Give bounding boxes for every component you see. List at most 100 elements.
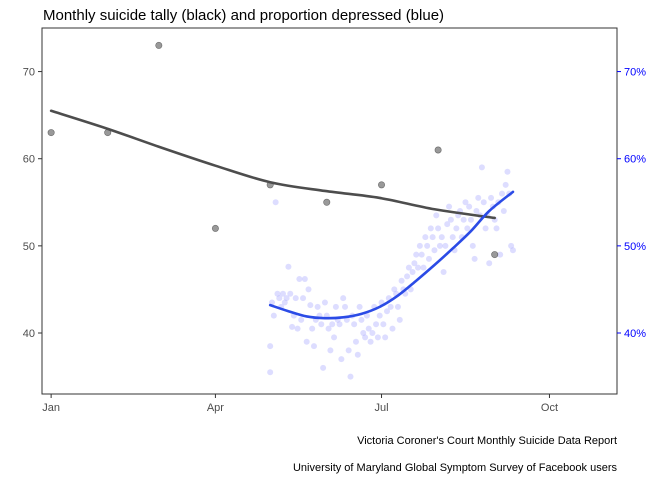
depressed-point: [352, 338, 359, 345]
depressed-point: [307, 302, 314, 309]
depressed-point: [292, 295, 299, 302]
depressed-point: [416, 242, 423, 249]
depressed-point: [354, 351, 361, 358]
depressed-point: [442, 242, 449, 249]
depressed-point: [398, 277, 405, 284]
suicide-point: [155, 41, 163, 49]
depressed-point: [422, 234, 429, 241]
depressed-point: [343, 316, 350, 323]
depressed-point: [301, 275, 308, 282]
depressed-point: [508, 242, 515, 249]
depressed-point: [409, 269, 416, 275]
depressed-trend-line: [268, 190, 515, 320]
depressed-point: [270, 312, 277, 319]
depressed-point: [504, 168, 511, 175]
caption-survey: University of Maryland Global Symptom Su…: [293, 462, 618, 474]
y-left-tick-label: 70: [23, 67, 35, 79]
depressed-point: [360, 330, 367, 336]
depressed-point: [387, 303, 394, 310]
depressed-point: [345, 347, 352, 354]
smooth-lines: [49, 109, 515, 320]
depressed-point: [327, 347, 334, 354]
depressed-points: [267, 164, 516, 380]
depressed-point: [384, 308, 390, 315]
depressed-point: [298, 316, 305, 323]
depressed-point: [473, 208, 480, 214]
x-tick-label: Jul: [374, 402, 388, 414]
depressed-point: [449, 234, 456, 241]
depressed-point: [480, 199, 487, 206]
depressed-point: [413, 251, 420, 258]
depressed-point: [502, 181, 509, 188]
depressed-point: [436, 242, 443, 249]
depressed-point: [431, 247, 438, 254]
depressed-point: [411, 260, 418, 267]
y-axis-left: 40 50 60 70: [23, 67, 42, 340]
suicide-trend-line: [49, 109, 496, 220]
suicide-point: [378, 181, 386, 189]
depressed-point: [362, 334, 369, 341]
depressed-point: [478, 164, 485, 171]
depressed-point: [300, 295, 307, 302]
depressed-point: [281, 299, 288, 306]
depressed-point: [363, 312, 370, 319]
depressed-point: [462, 199, 469, 206]
depressed-point: [482, 225, 489, 232]
depressed-point: [425, 255, 432, 262]
depressed-point: [497, 251, 504, 258]
depressed-point: [440, 269, 447, 275]
depressed-point: [435, 225, 442, 232]
depressed-point: [274, 290, 281, 297]
depressed-point: [318, 321, 325, 328]
depressed-point: [329, 321, 336, 328]
depressed-point: [287, 290, 294, 297]
depressed-point: [460, 216, 467, 223]
suicide-points: [47, 41, 499, 259]
depressed-point: [373, 321, 380, 328]
depressed-point: [347, 373, 354, 380]
depressed-point: [296, 275, 303, 282]
depressed-point: [396, 316, 403, 323]
suicide-point: [434, 146, 442, 154]
depressed-point: [427, 225, 434, 232]
depressed-point: [310, 343, 317, 350]
depressed-point: [332, 303, 339, 310]
y-left-tick-label: 60: [23, 154, 35, 166]
depressed-point: [453, 225, 460, 232]
depressed-point: [303, 338, 310, 345]
y-right-tick-label: 50%: [624, 241, 646, 253]
depressed-point: [405, 264, 412, 271]
depressed-point: [338, 356, 345, 363]
depressed-point: [267, 369, 274, 376]
depressed-point: [356, 303, 363, 310]
depressed-point: [294, 325, 301, 332]
depressed-point: [429, 234, 436, 241]
depressed-point: [447, 216, 454, 223]
depressed-point: [488, 194, 495, 201]
depressed-point: [331, 334, 338, 341]
depressed-point: [420, 264, 427, 271]
depressed-point: [314, 303, 321, 310]
depressed-point: [466, 203, 473, 210]
depressed-point: [499, 190, 505, 197]
depressed-point: [267, 343, 274, 350]
suicide-point: [323, 198, 331, 206]
depressed-point: [336, 321, 343, 328]
suicide-point: [47, 129, 55, 137]
x-tick-label: Jan: [42, 402, 60, 414]
depressed-point: [320, 364, 327, 371]
depressed-point: [424, 242, 431, 249]
depressed-point: [305, 286, 312, 293]
y-right-tick-label: 40%: [624, 328, 646, 340]
depressed-point: [376, 312, 383, 319]
depressed-point: [382, 334, 389, 341]
x-axis: Jan Apr Jul Oct: [42, 394, 558, 414]
chart-title: Monthly suicide tally (black) and propor…: [43, 7, 444, 24]
depressed-point: [471, 255, 478, 262]
depressed-point: [464, 225, 471, 232]
y-right-tick-label: 60%: [624, 154, 646, 166]
depressed-point: [369, 330, 376, 336]
y-right-tick-label: 70%: [624, 67, 646, 79]
depressed-point: [444, 221, 451, 228]
depressed-point: [493, 225, 500, 232]
